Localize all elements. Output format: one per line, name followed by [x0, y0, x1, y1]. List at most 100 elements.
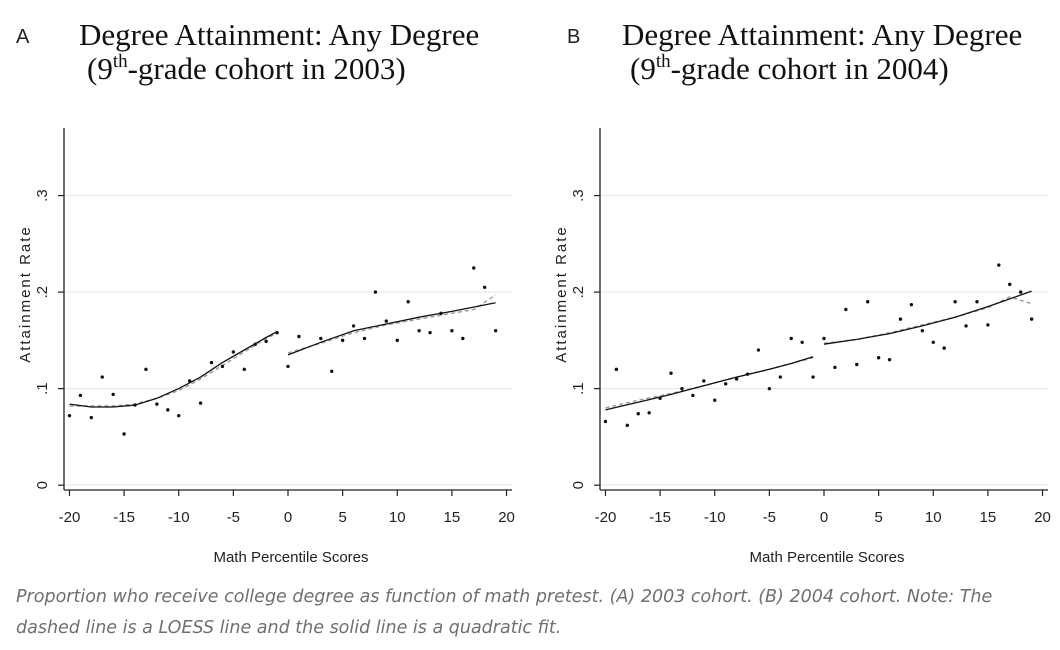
y-tick-label-b-1: .1 — [570, 382, 587, 395]
y-tick-label-b-2: .2 — [570, 286, 587, 299]
data-point-a-10 — [177, 413, 181, 418]
data-point-b-22 — [844, 307, 848, 312]
data-point-b-35 — [986, 323, 990, 327]
data-point-a-27 — [373, 290, 378, 294]
data-point-a-9 — [166, 408, 170, 412]
data-point-a-1 — [78, 393, 83, 398]
data-point-b-32 — [953, 300, 957, 304]
x-tick-label-a-4: 0 — [284, 509, 292, 526]
data-point-a-37 — [482, 285, 487, 289]
y-tick-label-a-2: .2 — [34, 286, 51, 299]
data-point-b-13 — [745, 372, 750, 376]
data-point-b-30 — [931, 340, 935, 345]
y-tick-label-a-1: .1 — [34, 382, 51, 395]
data-point-a-11 — [187, 379, 192, 383]
data-point-a-34 — [450, 329, 454, 333]
data-point-a-18 — [264, 339, 268, 344]
data-point-a-33 — [439, 311, 443, 316]
panel-a: A Degree Attainment: Any Degree (9th-gra… — [0, 0, 530, 575]
data-point-b-38 — [1018, 290, 1023, 294]
data-point-a-3 — [100, 375, 104, 379]
x-tick-label-a-0: -20 — [59, 509, 81, 526]
data-point-a-4 — [111, 392, 115, 397]
data-point-b-4 — [647, 411, 651, 415]
data-point-a-0 — [67, 413, 72, 418]
chart-title-a-line1: Degree Attainment: Any Degree — [79, 17, 480, 52]
data-point-a-36 — [472, 266, 476, 270]
data-point-a-28 — [384, 319, 389, 323]
data-point-b-8 — [691, 393, 695, 398]
data-point-b-11 — [723, 382, 728, 386]
data-point-b-23 — [855, 362, 859, 367]
data-point-b-24 — [866, 300, 870, 304]
panel-letter-a: A — [16, 26, 30, 48]
data-point-b-2 — [625, 423, 630, 428]
data-point-b-26 — [887, 357, 892, 362]
x-tick-label-b-3: -5 — [763, 509, 776, 526]
data-point-b-27 — [898, 317, 903, 321]
data-point-b-15 — [767, 386, 772, 391]
x-tick-label-b-4: 0 — [820, 509, 828, 526]
x-tick-label-b-0: -20 — [595, 509, 617, 526]
chart-a: 0 .1 .2 .3 -20 -15 -10 -5 0 5 10 15 20 Math Percentil… — [17, 128, 515, 566]
data-point-a-17 — [253, 342, 257, 346]
data-point-a-2 — [89, 415, 94, 420]
data-point-b-34 — [975, 300, 979, 304]
data-point-a-12 — [198, 401, 203, 405]
figure-caption: Proportion who receive college degree as… — [16, 587, 993, 638]
chart-title-a-line2: (9th-grade cohort in 2003) — [79, 52, 479, 86]
chart-title-a: Degree Attainment: Any Degree (9th-grade… — [79, 18, 479, 86]
x-axis-title-b: Math Percentile Scores — [749, 549, 904, 566]
data-point-a-32 — [428, 330, 432, 335]
loess-line-right-a — [287, 294, 496, 354]
loess-line-right-b — [823, 296, 1032, 344]
quadratic-fit-left-b — [605, 356, 814, 411]
data-point-b-29 — [920, 329, 925, 333]
data-point-b-18 — [800, 340, 804, 345]
chart-title-b-line2: (9th-grade cohort in 2004) — [622, 52, 1022, 86]
data-point-a-20 — [286, 364, 290, 369]
data-point-b-9 — [702, 379, 706, 383]
data-point-b-3 — [636, 412, 640, 416]
chart-title-a-suffix: -grade cohort in 2003) — [127, 51, 406, 86]
chart-title-b: Degree Attainment: Any Degree (9th-grade… — [622, 18, 1022, 86]
data-point-b-1 — [614, 367, 619, 372]
x-tick-label-a-6: 10 — [389, 509, 406, 526]
data-point-a-23 — [330, 369, 334, 373]
x-tick-label-a-7: 15 — [444, 509, 461, 526]
data-point-a-24 — [340, 338, 345, 343]
data-point-a-35 — [461, 336, 465, 341]
x-tick-label-a-2: -10 — [168, 509, 190, 526]
x-tick-label-b-1: -15 — [649, 509, 671, 526]
data-point-b-7 — [680, 386, 684, 391]
x-tick-label-a-1: -15 — [113, 509, 135, 526]
panel-letter-b: B — [567, 26, 581, 48]
x-tick-label-b-8: 20 — [1034, 509, 1051, 526]
data-point-a-19 — [275, 330, 279, 335]
data-point-b-39 — [1029, 317, 1034, 321]
quadratic-fit-right-a — [287, 302, 496, 356]
data-point-b-33 — [964, 324, 968, 328]
y-tick-label-a-0: 0 — [34, 481, 51, 489]
data-point-b-0 — [603, 419, 608, 424]
data-point-a-30 — [406, 300, 410, 304]
y-tick-label-a-3: .3 — [34, 189, 51, 202]
data-point-a-7 — [144, 367, 148, 372]
data-point-b-25 — [876, 356, 881, 360]
x-tick-label-a-3: -5 — [227, 509, 240, 526]
data-point-b-31 — [942, 346, 946, 350]
loess-line-left-b — [605, 357, 814, 409]
chart-title-b-sup: th — [655, 51, 671, 72]
data-point-a-16 — [242, 367, 246, 372]
data-point-b-19 — [811, 375, 815, 379]
data-point-a-26 — [362, 336, 367, 341]
data-point-a-13 — [209, 360, 214, 365]
data-point-b-36 — [997, 263, 1001, 267]
data-point-b-21 — [833, 365, 837, 370]
data-point-b-12 — [734, 377, 739, 381]
x-tick-label-b-5: 5 — [874, 509, 882, 526]
data-point-a-29 — [395, 338, 399, 343]
chart-title-b-suffix: -grade cohort in 2004) — [670, 51, 949, 86]
x-tick-label-b-6: 10 — [925, 509, 942, 526]
data-point-a-14 — [220, 364, 225, 369]
